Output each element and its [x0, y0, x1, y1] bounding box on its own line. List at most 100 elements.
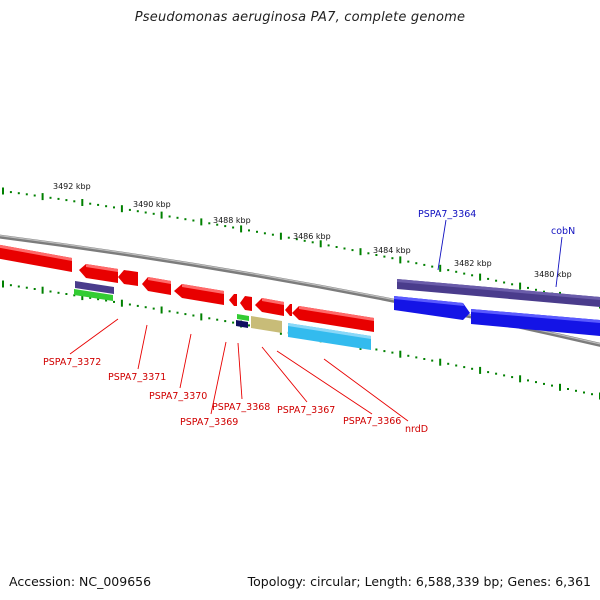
cog-bar-khaki[interactable] [251, 316, 282, 333]
cds-reverse-nrdd[interactable] [292, 306, 374, 332]
outer-major-tick [41, 193, 44, 201]
cog-bar-green[interactable] [74, 289, 113, 301]
gene-label-pspa7-3366[interactable]: PSPA7_3366 [343, 416, 401, 427]
cds-forward-shade [394, 296, 464, 306]
outer-minor-tick [351, 249, 354, 252]
accession-label: Accession: NC_009656 [9, 574, 152, 589]
cds-forward-cobn[interactable] [471, 309, 600, 336]
outer-minor-tick [375, 254, 378, 256]
cog-bar-navy[interactable] [236, 320, 248, 328]
outer-minor-tick [216, 223, 219, 226]
outer-minor-tick [192, 219, 195, 222]
tick-label-3490: 3490 kbp [133, 200, 171, 209]
outer-minor-tick [57, 197, 60, 200]
reverse-leader-lines [69, 318, 409, 422]
outer-minor-tick [343, 247, 346, 250]
cds-reverse-left-edge[interactable] [0, 244, 72, 272]
outer-major-tick [439, 264, 442, 272]
gene-label-pspa7-3367[interactable]: PSPA7_3367 [277, 405, 335, 416]
gene-label-pspa7-3370[interactable]: PSPA7_3370 [149, 391, 207, 402]
gene-label-cobn[interactable]: cobN [551, 226, 575, 237]
leader-line-pspa7-3370 [179, 333, 192, 389]
inner-minor-tick [503, 374, 506, 377]
gene-label-pspa7-3372[interactable]: PSPA7_3372 [43, 357, 101, 368]
outer-major-tick [359, 248, 362, 256]
inner-minor-tick [49, 290, 52, 293]
cds-reverse-pspa7-3368[interactable] [229, 294, 237, 306]
cds-reverse-shade-6 [299, 306, 374, 321]
outer-minor-tick [208, 222, 211, 225]
outer-minor-tick [327, 244, 330, 247]
outer-major-tick [2, 187, 4, 195]
outer-major-tick [120, 205, 123, 213]
inner-minor-tick [128, 303, 131, 306]
outer-minor-tick [495, 279, 498, 282]
inner-minor-tick [208, 317, 211, 320]
inner-major-tick [120, 299, 123, 307]
cog-bar-cyan[interactable] [288, 323, 371, 350]
cds-reverse-shade-3 [148, 277, 171, 284]
inner-minor-tick [447, 362, 450, 365]
inner-minor-tick [471, 367, 474, 370]
leader-line-pspa7-3372 [69, 318, 119, 355]
outer-major-tick [479, 273, 482, 281]
reverse-cog-track [74, 281, 371, 350]
outer-major-tick [160, 211, 163, 219]
cds-reverse-pspa7-3371[interactable] [118, 270, 138, 286]
outer-minor-tick [232, 226, 235, 229]
outer-minor-tick [128, 208, 131, 211]
gene-label-pspa7-3369[interactable]: PSPA7_3369 [180, 417, 238, 428]
outer-major-tick [81, 199, 84, 206]
inner-minor-tick [144, 306, 147, 309]
inner-minor-tick [527, 379, 529, 382]
outer-major-tick [200, 218, 203, 226]
map-title: Pseudomonas aeruginosa PA7, complete gen… [134, 10, 466, 25]
cds-reverse-pspa7-3367[interactable] [240, 296, 252, 311]
outer-minor-tick [311, 241, 314, 244]
inner-major-tick [519, 375, 522, 383]
cog-bar-green-small[interactable] [237, 314, 249, 321]
inner-minor-tick [391, 351, 394, 354]
gene-label-nrdd[interactable]: nrdD [405, 424, 428, 435]
outer-minor-tick [503, 281, 506, 284]
leader-line-pspa7-3367 [261, 346, 308, 403]
tick-label-3480: 3480 kbp [534, 270, 572, 279]
outer-minor-tick [383, 255, 386, 258]
inner-minor-tick [431, 359, 434, 362]
outer-minor-tick [271, 233, 274, 236]
outer-minor-tick [33, 194, 36, 197]
outer-minor-tick [136, 210, 139, 213]
inner-minor-tick [407, 354, 410, 357]
inner-minor-tick [184, 313, 187, 316]
gene-label-pspa7-3364[interactable]: PSPA7_3364 [418, 209, 476, 220]
outer-minor-tick [176, 216, 179, 219]
inner-minor-tick [57, 291, 60, 294]
gene-label-pspa7-3371[interactable]: PSPA7_3371 [108, 372, 166, 383]
outer-minor-tick [535, 288, 537, 291]
tick-label-3492: 3492 kbp [53, 182, 91, 191]
leader-line-cobn [555, 236, 563, 288]
cds-reverse-shade-5 [262, 298, 284, 305]
inner-major-tick [399, 350, 402, 358]
cds-reverse-shade-4 [182, 284, 224, 294]
outer-minor-tick [248, 229, 250, 232]
inner-major-tick [160, 306, 163, 314]
outer-minor-tick [113, 206, 115, 209]
gene-label-pspa7-3368[interactable]: PSPA7_3368 [212, 402, 270, 413]
tick-label-3488: 3488 kbp [213, 216, 251, 225]
cds-reverse-small[interactable] [285, 304, 292, 316]
inner-minor-tick [487, 371, 490, 374]
outer-minor-tick [527, 286, 529, 289]
outer-minor-tick [511, 283, 514, 286]
leader-line-pspa7-3364 [437, 219, 447, 271]
cog-bar-forward-shade [397, 279, 600, 300]
inner-minor-tick [248, 324, 250, 327]
outer-minor-tick [263, 232, 266, 235]
outer-minor-tick [17, 192, 20, 195]
inner-minor-tick [224, 320, 227, 323]
inner-minor-tick [575, 389, 577, 392]
outer-minor-tick [97, 203, 100, 206]
cog-bar-purple[interactable] [75, 281, 114, 294]
outer-minor-tick [463, 272, 466, 275]
